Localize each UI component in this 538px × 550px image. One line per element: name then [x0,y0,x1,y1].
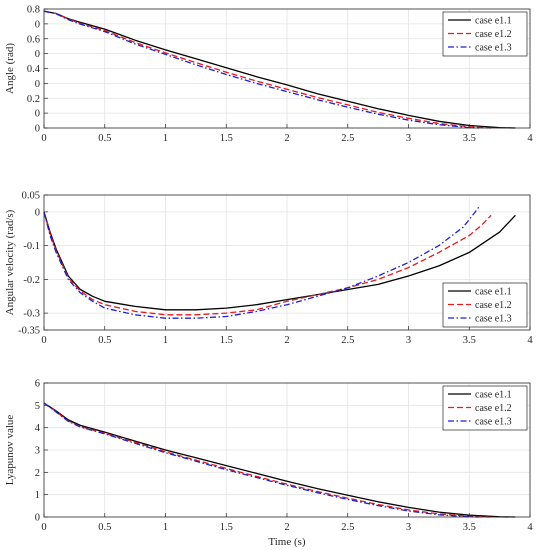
x-tick-label: 0 [41,522,46,533]
axes-box [43,8,531,129]
legend-label: case e1.1 [475,390,512,401]
y-tick-label: 4 [35,423,41,434]
x-tick-labels: 0 0.5 1 1.5 2 2.5 3 3.5 4 [41,522,533,533]
legend-label: case e1.2 [475,29,512,40]
y-axis-label: Angular velocity (rad/s) [4,209,16,315]
x-tick-label: 2 [284,335,289,346]
series-line-2 [43,402,492,518]
x-tick-label: 1 [163,133,168,144]
x-tick-label: 0 [41,133,46,144]
y-tick-labels: 0 0 0.2 0 0.4 0 0.6 0 0.8 [27,5,41,135]
legend-box [442,11,528,57]
legend-label: case e1.1 [475,16,512,27]
x-tick-label: 2.5 [341,335,354,346]
x-tick-label: 1 [163,522,168,533]
subplot-angle: 0 0.5 1 1.5 2 2.5 3 3.5 4 000.200.400.600.8 Angl… [4,5,533,145]
legend-label: case e1.3 [475,417,512,428]
grid-lines [43,382,531,518]
series-line-1 [43,10,516,129]
legend-label: case e1.2 [475,403,512,414]
y-tick-label: 3 [35,446,40,457]
x-tick-label: 2 [284,133,289,144]
x-tick-label: 4 [527,335,533,346]
y-tick-label: 6 [35,379,40,390]
x-tick-label: 3.5 [463,133,476,144]
series-line-2 [43,211,492,316]
legend: case e1.1 case e1.2 case e1.3 [442,282,528,328]
y-tick-labels: 0 1 2 3 4 5 6 [35,379,41,524]
y-tick-label: -0.3 [23,309,40,320]
y-tick-labels: 0.05 0 -0.1 -0.2 -0.3 -0.35 [18,191,40,337]
series-line-2 [43,10,492,129]
x-tick-label: 2.5 [341,133,354,144]
x-tick-label: 3.5 [463,335,476,346]
y-tick-label: 0 [35,124,40,135]
x-tick-label: 3 [406,522,411,533]
y-tick-label: 0.6 [27,34,40,45]
y-tick-label: 0.2 [27,94,40,105]
y-tick-label: 0 [35,513,40,524]
legend-label: case e1.3 [475,43,512,54]
series-line-1 [43,211,516,311]
y-tick-label: 1 [35,490,40,501]
x-tick-labels: 0 0.5 1 1.5 2 2.5 3 3.5 4 [41,335,533,346]
series-line-1 [43,402,516,518]
y-tick-label: 2 [35,468,40,479]
x-tick-label: 0.5 [98,522,111,533]
legend: case e1.1 case e1.2 case e1.3 [442,385,528,431]
axes-box [43,382,531,518]
x-tick-label: 1 [163,335,168,346]
y-tick-label: -0.2 [23,275,40,286]
y-tick-label: 0 [35,19,40,30]
y-tick-label: 0 [35,49,40,60]
axes-box [43,194,531,331]
y-tick-label: 0 [35,79,40,90]
grid-lines [43,194,531,331]
x-tick-label: 0.5 [98,335,111,346]
y-tick-label: 0.8 [27,5,40,16]
x-tick-label: 4 [527,133,533,144]
series-line-3 [43,206,480,319]
y-axis-label: Angle (rad) [4,43,16,94]
x-tick-label: 4 [527,522,533,533]
y-tick-label: 0.05 [22,191,40,202]
x-tick-label: 3 [406,133,411,144]
subplot-lyapunov: 0 0.5 1 1.5 2 2.5 3 3.5 4 0 1 2 3 4 5 6 Lyapunov value… [4,379,533,549]
legend-label: case e1.1 [475,287,512,298]
x-tick-label: 0 [41,335,46,346]
x-tick-label: 3.5 [463,522,476,533]
series-lines [43,206,516,319]
x-tick-label: 1.5 [220,335,233,346]
y-axis-label: Lyapunov value [4,415,16,486]
grid-lines [43,8,531,129]
series-line-3 [43,10,480,129]
y-tick-label: -0.35 [18,326,40,337]
series-line-3 [43,402,480,518]
x-tick-label: 2 [284,522,289,533]
y-tick-label: 0 [35,109,40,120]
y-tick-label: 0.4 [27,64,41,75]
x-tick-label: 0.5 [98,133,111,144]
y-tick-label: 5 [35,401,40,412]
x-tick-label: 1.5 [220,522,233,533]
series-lines [43,10,516,129]
legend-label: case e1.2 [475,300,512,311]
x-axis-label: Time (s) [268,536,306,548]
legend-label: case e1.3 [475,314,512,325]
x-tick-label: 2.5 [341,522,354,533]
subplot-angular-velocity: 0 0.5 1 1.5 2 2.5 3 3.5 4 0.05 0 -0.1 -0.2 -0.3 -0.35… [4,191,533,347]
x-tick-label: 3 [406,335,411,346]
x-tick-labels: 0 0.5 1 1.5 2 2.5 3 3.5 4 [41,133,533,144]
x-tick-label: 1.5 [220,133,233,144]
y-tick-label: 0 [35,207,40,218]
y-tick-label: -0.1 [23,241,40,252]
series-lines [43,402,516,518]
legend: case e1.1 case e1.2 case e1.3 [442,11,528,57]
